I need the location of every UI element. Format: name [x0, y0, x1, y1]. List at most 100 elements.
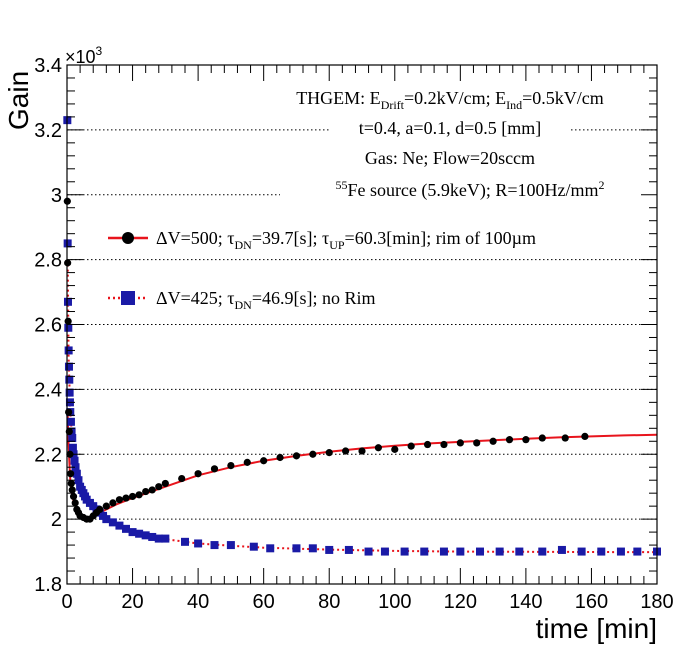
data-point-rim	[115, 496, 124, 504]
y-tick-label: 2.2	[34, 444, 62, 466]
data-point-no-rim	[476, 547, 484, 556]
data-point-rim	[489, 437, 497, 445]
data-point-rim	[161, 479, 169, 488]
data-point-no-rim	[115, 521, 124, 530]
data-point-no-rim	[557, 545, 566, 554]
data-point-rim	[325, 449, 333, 457]
data-point-no-rim	[308, 544, 317, 553]
data-point-rim	[260, 457, 268, 465]
y-tick-label: 1.8	[34, 574, 62, 596]
data-point-no-rim	[70, 456, 79, 465]
x-tick-label: 120	[444, 591, 477, 613]
data-point-no-rim	[63, 239, 72, 248]
x-tick-label: 20	[121, 591, 143, 613]
data-point-no-rim	[400, 547, 409, 556]
y-tick-label: 2	[51, 509, 62, 531]
data-point-no-rim	[71, 463, 80, 472]
data-point-no-rim	[135, 529, 144, 538]
x-tick-label: 80	[318, 591, 340, 613]
legend: ΔV=500; τDN=39.7[s]; τUP=60.3[min]; rim …	[105, 222, 615, 314]
annotation-a3: Gas: Ne; Flow=20sccm	[365, 148, 535, 168]
data-point-no-rim	[364, 547, 373, 556]
data-point-no-rim	[292, 544, 301, 553]
data-point-rim	[67, 470, 75, 478]
data-point-no-rim	[515, 547, 524, 556]
legend-marker-blue	[121, 291, 135, 305]
data-point-no-rim	[226, 541, 235, 550]
data-point-rim	[456, 439, 464, 447]
data-point-rim	[440, 440, 448, 449]
legend-label-blue: ΔV=425; τDN=46.9[s]; no Rim	[156, 288, 375, 312]
annotation-bg	[280, 178, 660, 204]
data-point-no-rim	[210, 541, 219, 550]
data-point-rim	[102, 502, 110, 510]
data-point-rim	[522, 436, 530, 444]
data-point-no-rim	[325, 545, 334, 554]
data-point-no-rim	[249, 542, 258, 551]
legend-bg	[105, 282, 455, 314]
data-point-no-rim	[102, 515, 111, 524]
data-point-no-rim	[439, 547, 448, 556]
data-point-no-rim	[266, 544, 275, 553]
fit-curve-rim	[66, 415, 658, 519]
data-point-no-rim	[616, 547, 625, 556]
data-point-no-rim	[68, 443, 77, 452]
data-point-rim	[407, 442, 415, 450]
data-point-rim	[194, 470, 202, 478]
data-point-rim	[243, 458, 251, 466]
x-tick-label: 180	[640, 591, 673, 613]
y-tick-label: 2.4	[34, 379, 62, 401]
data-point-no-rim	[148, 532, 157, 541]
data-point-rim	[155, 483, 163, 491]
data-point-no-rim	[495, 547, 504, 556]
data-point-rim	[423, 440, 432, 449]
data-point-no-rim	[597, 547, 606, 556]
data-point-no-rim	[65, 375, 74, 384]
data-point-rim	[68, 486, 76, 494]
x-tick-label: 140	[509, 591, 542, 613]
data-point-no-rim	[63, 297, 72, 306]
marker-layer	[63, 116, 661, 556]
data-point-rim	[227, 462, 235, 470]
axes: 1.8 2 2.2 2.4 2.6 2.8 3 3.2 3.4 0 20 40 60 80 100 120 14…	[3, 44, 674, 644]
data-point-rim	[538, 434, 546, 442]
annotation-a2: t=0.4, a=0.1, d=0.5 [mm]	[359, 118, 541, 138]
legend-bg	[105, 222, 615, 254]
data-point-no-rim	[122, 524, 130, 533]
annotation-a4: 55Fe source (5.9keV); R=100Hz/mm2	[335, 178, 604, 201]
data-point-rim	[67, 479, 75, 488]
data-point-rim	[64, 317, 72, 325]
data-point-no-rim	[65, 388, 74, 397]
annotation-block: THGEM: EDrift=0.2kV/cm; EInd=0.5kV/cm t=0…	[245, 86, 660, 204]
data-point-rim	[391, 445, 399, 453]
data-point-rim	[71, 499, 79, 507]
data-point-rim	[276, 453, 284, 462]
data-point-rim	[96, 505, 104, 513]
y-tick-label: 3	[51, 185, 62, 207]
data-point-rim	[109, 499, 117, 507]
data-point-rim	[69, 492, 78, 501]
data-point-no-rim	[380, 547, 389, 556]
x-tick-label: 100	[378, 591, 411, 613]
annotation-bg	[245, 86, 655, 112]
data-point-no-rim	[633, 547, 642, 556]
data-point-no-rim	[456, 547, 465, 556]
data-point-rim	[473, 439, 481, 447]
data-point-no-rim	[72, 469, 81, 478]
data-point-rim	[148, 486, 156, 494]
data-point-rim	[128, 492, 137, 501]
data-point-no-rim	[154, 534, 163, 543]
x-axis-title: time [min]	[536, 613, 657, 644]
data-point-rim	[309, 450, 317, 458]
data-point-no-rim	[141, 531, 150, 540]
annotation-bg	[340, 146, 560, 172]
data-point-no-rim	[344, 545, 353, 554]
annotation-a1: THGEM: EDrift=0.2kV/cm; EInd=0.5kV/cm	[296, 88, 604, 112]
data-point-no-rim	[64, 323, 73, 332]
data-point-no-rim	[181, 537, 189, 546]
legend-marker-black	[122, 232, 134, 244]
x-tick-label: 160	[575, 591, 608, 613]
data-point-no-rim	[64, 362, 73, 371]
data-point-no-rim	[108, 518, 117, 527]
